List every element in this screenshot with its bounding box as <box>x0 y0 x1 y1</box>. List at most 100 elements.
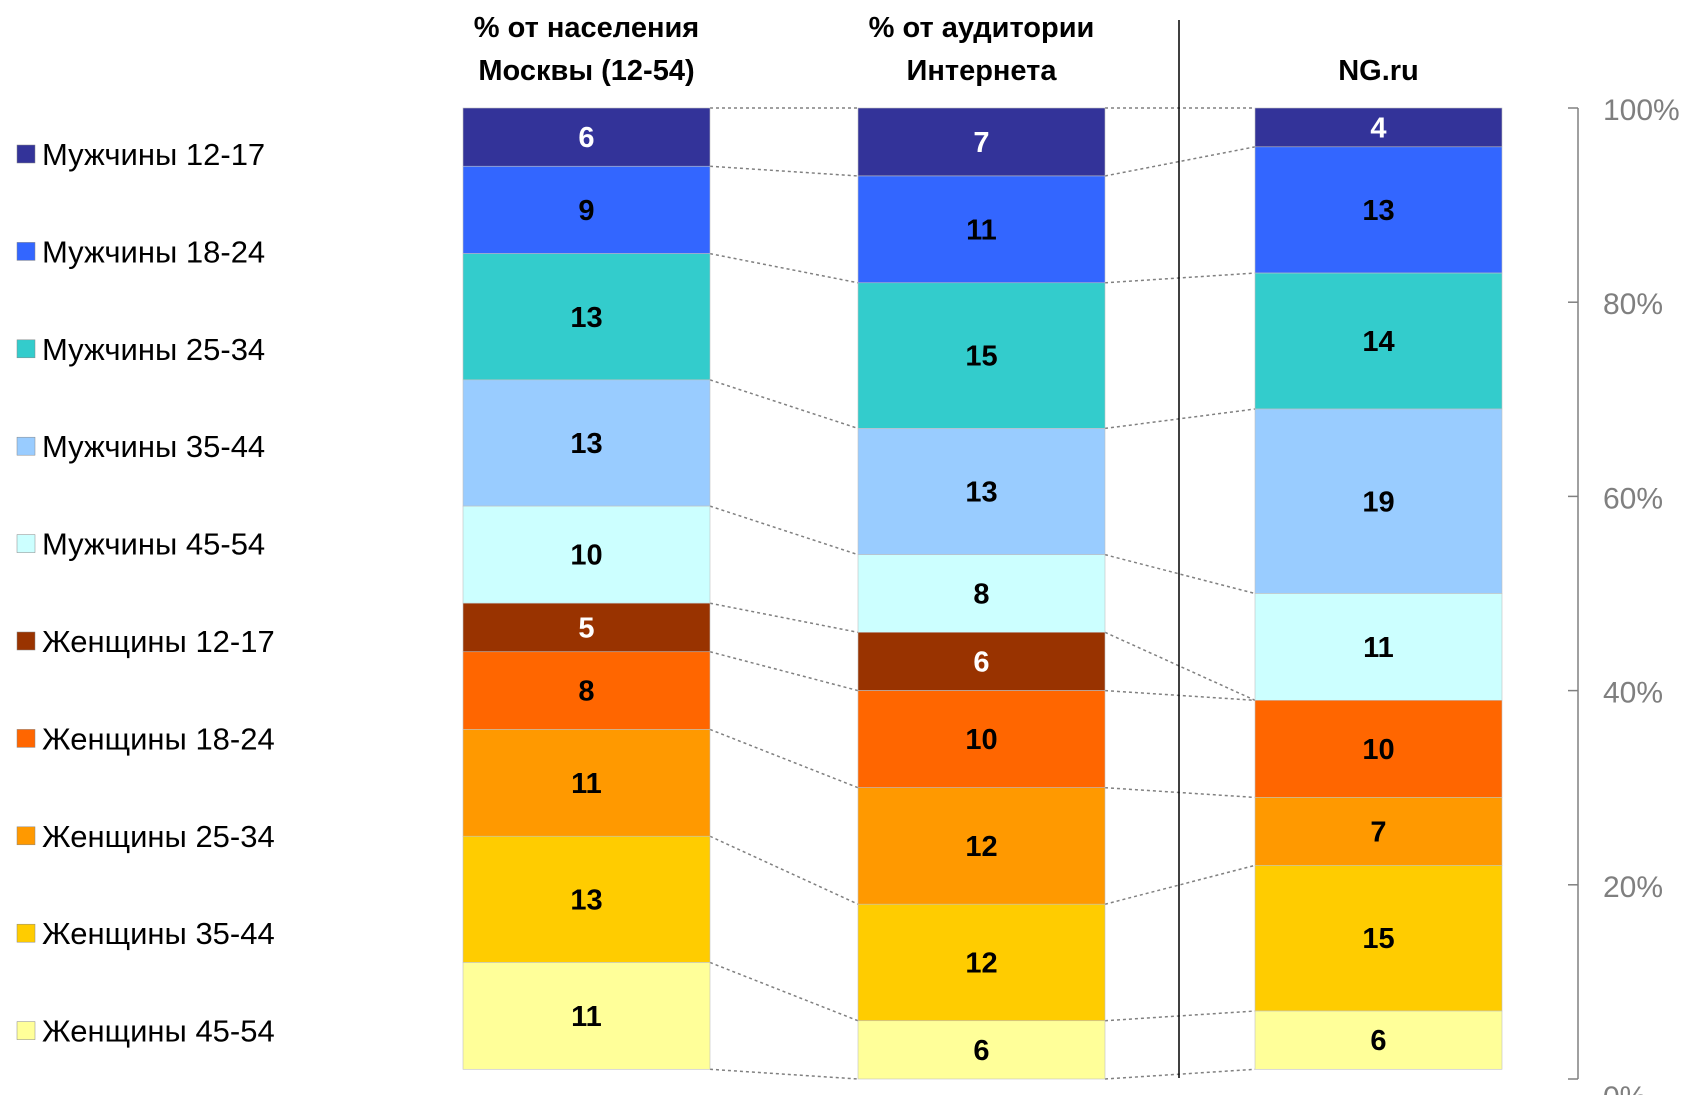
bar-segment <box>857 903 1106 1022</box>
legend-item: Женщины 25-34 <box>16 819 275 854</box>
bar-segment <box>462 651 711 730</box>
series-line <box>1104 146 1256 177</box>
bar-value-label: 8 <box>973 579 989 611</box>
legend-item: Мужчины 18-24 <box>16 234 265 269</box>
category-headers: % от населения Москвы (12-54) % от аудитор… <box>474 12 1419 87</box>
series-line <box>1104 553 1256 595</box>
legend-label: Мужчины 35-44 <box>42 429 265 464</box>
category-header-line: NG.ru <box>1338 55 1419 87</box>
bar-segment <box>1254 700 1503 798</box>
series-line <box>1104 786 1256 799</box>
bar-segment <box>857 690 1106 788</box>
series-line <box>709 651 859 692</box>
bar-segment <box>1254 146 1503 274</box>
series-line <box>1104 408 1256 430</box>
bar-value-label: 6 <box>973 646 989 678</box>
legend-swatch <box>16 534 36 553</box>
y-tick-label: 60% <box>1603 482 1663 515</box>
bar-value-label: 9 <box>578 195 594 227</box>
bar-segment <box>1254 1010 1503 1070</box>
bar-value-label: 6 <box>1370 1025 1386 1057</box>
legend-swatch <box>16 339 36 359</box>
bar-value-label: 8 <box>578 676 594 708</box>
legend-label: Мужчины 18-24 <box>42 234 265 269</box>
legend-label: Мужчины 25-34 <box>42 332 265 367</box>
bar-segment <box>857 282 1106 429</box>
y-tick-label: 100% <box>1603 94 1680 127</box>
series-line <box>1104 631 1256 701</box>
series-line <box>709 1068 859 1080</box>
bar-value-label: 13 <box>570 428 602 460</box>
legend-label: Женщины 25-34 <box>42 819 275 854</box>
category-header-line: Интернета <box>907 55 1058 87</box>
legend-label: Мужчины 45-54 <box>42 527 265 562</box>
bar-value-label: 6 <box>578 122 594 154</box>
legend-item: Женщины 18-24 <box>16 721 275 756</box>
bar-segment <box>1254 593 1503 701</box>
bars <box>462 107 1503 1080</box>
bar-segment <box>857 1020 1106 1080</box>
bar-segment <box>1254 107 1503 148</box>
bar-value-label: 13 <box>570 302 602 334</box>
bar-segment <box>857 175 1106 284</box>
legend-swatch <box>16 826 36 846</box>
y-tick-label: 20% <box>1603 871 1663 904</box>
bar-value-label: 11 <box>1363 632 1394 664</box>
legend-item: Женщины 12-17 <box>16 624 275 659</box>
series-line <box>709 379 859 430</box>
legend-swatch <box>16 923 36 943</box>
bar-value-label: 19 <box>1362 486 1394 518</box>
category-header-line: % от аудитории <box>869 12 1095 44</box>
bar-segment <box>462 379 711 507</box>
bar-segment <box>462 253 711 381</box>
bar-segment <box>857 107 1106 177</box>
bar-segment <box>857 632 1106 691</box>
category-header-line: Москвы (12-54) <box>478 55 694 87</box>
y-tick-label: 0% <box>1603 1081 1646 1095</box>
legend-swatch <box>16 144 36 164</box>
bar-value-label: 10 <box>570 540 602 572</box>
bar-segment <box>462 602 711 653</box>
legend-label: Мужчины 12-17 <box>42 137 265 172</box>
bar-segment <box>462 505 711 604</box>
bar-value-label: 7 <box>1370 816 1386 848</box>
legend-item: Мужчины 12-17 <box>16 137 265 172</box>
y-tick-label: 80% <box>1603 288 1663 321</box>
bar-value-label: 14 <box>1362 326 1394 358</box>
bar-segment <box>462 835 711 963</box>
series-line <box>1104 272 1256 284</box>
legend-item: Мужчины 35-44 <box>16 429 265 464</box>
bar-value-labels: 6 9 13 13 10 5 8 11 13 11 7 11 15 13 8 6 10 12 12 6 4 13 14 19 1… <box>570 112 1394 1066</box>
legend-label: Женщины 18-24 <box>42 721 275 756</box>
bar-segment <box>857 554 1106 633</box>
bar-value-label: 13 <box>965 477 997 509</box>
bar-segment <box>1254 408 1503 594</box>
bar-value-label: 6 <box>973 1035 989 1067</box>
series-line <box>709 728 859 789</box>
series-line <box>1104 1010 1256 1022</box>
bar-value-label: 12 <box>965 831 997 863</box>
bar-segment <box>462 165 711 254</box>
bar-value-label: 13 <box>1362 195 1394 227</box>
bar-segment <box>857 428 1106 555</box>
legend-swatch <box>16 631 36 651</box>
bar-value-label: 15 <box>965 341 997 373</box>
bar-value-label: 11 <box>571 768 602 800</box>
bar-segment <box>1254 797 1503 866</box>
bar-value-label: 10 <box>965 724 997 756</box>
series-line <box>709 165 859 177</box>
legend: Мужчины 12-17 Мужчины 18-24 Мужчины 25-34 М… <box>16 137 275 1049</box>
series-line <box>1104 1068 1256 1080</box>
bar-value-label: 10 <box>1362 734 1394 766</box>
legend-label: Женщины 45-54 <box>42 1014 275 1049</box>
series-line <box>1104 689 1256 702</box>
legend-item: Женщины 45-54 <box>16 1014 275 1049</box>
series-line <box>1104 864 1256 905</box>
bar-segment <box>1254 865 1503 1012</box>
legend-swatch <box>16 1021 36 1040</box>
series-line <box>709 961 859 1022</box>
bar-segment <box>462 107 711 167</box>
bar-value-label: 4 <box>1370 112 1386 144</box>
series-line <box>709 602 859 634</box>
